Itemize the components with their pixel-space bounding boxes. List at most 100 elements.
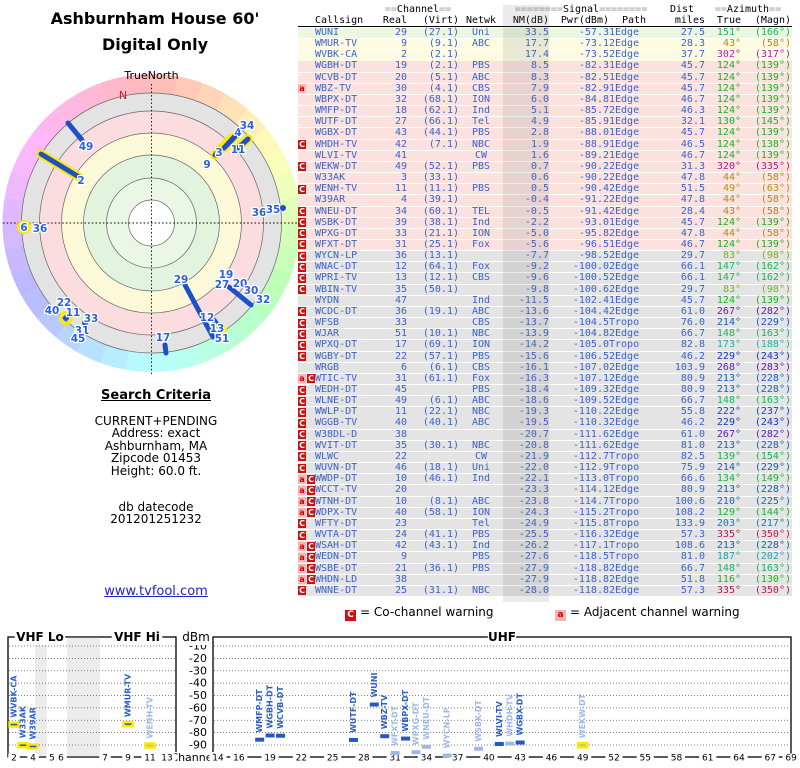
virtual-channel-cell: (36.1): [422, 562, 459, 574]
true-azimuth-cell: 335°: [716, 584, 741, 596]
station-signal-marker: [474, 746, 483, 751]
network-cell: Tel: [471, 116, 491, 128]
virtual-channel-cell: (52.1): [422, 160, 459, 172]
path-cell: Tropo: [609, 551, 640, 563]
power-cell: -114.1: [572, 484, 609, 496]
path-cell: 2Edge: [609, 305, 640, 317]
nm-cell: -9.8: [524, 283, 549, 295]
true-azimuth-cell: 151°: [716, 27, 741, 38]
table-row: C WFTY-DT 23 Tel -24.9 -115.8 Tropo 133.9 203° (2…: [298, 518, 792, 530]
tvfool-link[interactable]: www.tvfool.com: [104, 584, 208, 599]
search-line-height: Height: 60.0 ft.: [110, 463, 202, 478]
radar-marker-bar: [162, 342, 169, 356]
uhf-channel-tick: 46: [546, 754, 558, 764]
true-azimuth-cell: 267°: [716, 428, 741, 440]
callsign-cell: WWDP-DT: [315, 473, 358, 485]
real-channel-cell: 29: [394, 27, 407, 38]
miles-cell: 46.7: [680, 149, 705, 161]
network-cell: Ind: [471, 540, 491, 552]
network-cell: PBS: [471, 562, 491, 574]
warning-cell: C: [298, 430, 315, 440]
network-cell: TEL: [471, 205, 491, 217]
network-cell: PBS: [471, 350, 491, 362]
power-cell: -118.8: [572, 584, 609, 596]
miles-cell: 47.8: [680, 194, 705, 206]
power-cell: -82.3: [578, 60, 609, 72]
power-cell: -102.4: [572, 294, 609, 306]
nm-cell: -24.3: [518, 506, 549, 518]
magnetic-azimuth-cell: (98°): [760, 283, 791, 295]
table-row: a C WSBE-DT 21 (36.1) PBS -27.9 -118.8 2Edge 66.7…: [298, 562, 792, 574]
co-channel-legend: C = Co-channel warning: [345, 606, 494, 621]
azimuth-group-header: ==Azimuth==: [714, 4, 782, 15]
network-cell: PBS: [471, 384, 491, 395]
adjacent-channel-icon: a: [555, 610, 566, 621]
power-cell: -110.2: [572, 406, 609, 418]
warning-cell: C: [298, 519, 315, 529]
table-row: WVBK-CA 2 (2.1) 17.4 -73.5 2Edge 37.7 302° (317°…: [298, 49, 792, 61]
real-channel-cell: 46: [394, 462, 407, 474]
table-row: a C WWDP-DT 10 (46.1) Ind -22.1 -113.0 Tropo 66.6…: [298, 473, 792, 485]
vhf-channel-tick: 9: [125, 754, 131, 764]
uhf-channel-tick: 55: [639, 754, 650, 764]
real-channel-cell: 39: [394, 216, 407, 228]
magnetic-azimuth-cell: (188°): [754, 339, 791, 351]
station-signal-marker: [505, 741, 515, 746]
callsign-cell: W33AK: [315, 172, 346, 184]
real-channel-cell: 11: [394, 406, 407, 418]
callsign-cell: WVBK-CA: [315, 49, 358, 61]
radar-channel-label: 33: [84, 313, 99, 325]
virtual-channel-cell: [407, 519, 459, 529]
true-azimuth-cell: 213°: [716, 384, 741, 395]
power-cell: -96.5: [578, 238, 609, 250]
real-channel-cell: 32: [394, 93, 407, 105]
co-channel-warning-icon: C: [307, 497, 315, 507]
miles-cell: 46.5: [680, 138, 705, 150]
callsign-cell: WEDH-DT: [315, 384, 358, 395]
table-row: a C WDPX-TV 40 (58.1) ION -24.3 -115.2 Tropo 108.…: [298, 506, 792, 518]
table-row: W39AR 4 (39.1) -0.4 -91.2 2Edge 47.8 44° (58°): [298, 194, 792, 206]
dbm-tick-label: -90: [189, 739, 207, 752]
path-cell: 1Edge: [609, 238, 640, 250]
miles-cell: 66.1: [680, 272, 705, 284]
table-row: a C WTIC-TV 31 (61.1) Fox -16.3 -107.1 2Edge 80.9…: [298, 373, 792, 385]
nm-cell: -18.6: [518, 395, 549, 407]
true-azimuth-cell: 124°: [716, 93, 741, 105]
path-cell: 2Edge: [609, 250, 640, 262]
table-row: C WGBY-DT 22 (57.1) PBS -15.6 -106.5 2Edge 46.2 2…: [298, 350, 792, 362]
network-cell: [459, 430, 503, 440]
virtual-channel-cell: (18.1): [422, 462, 459, 474]
power-cell: -111.6: [572, 428, 609, 440]
adjacent-warning-icon: a: [298, 84, 306, 94]
station-label: WVBK-CA: [10, 675, 19, 718]
true-azimuth-cell: 44°: [722, 194, 741, 206]
station-label: WENH-TV: [146, 696, 155, 738]
callsign-cell: WNNE-DT: [315, 584, 358, 596]
vhf-channel-tick: 5: [49, 754, 55, 764]
magnetic-azimuth-cell: (139°): [754, 127, 791, 139]
co-channel-warning-icon: C: [298, 352, 306, 362]
real-channel-cell: 35: [394, 439, 407, 451]
adjacent-warning-icon: a: [298, 564, 306, 573]
table-row: WCVB-DT 20 (5.1) ABC 8.3 -82.5 1Edge 45.7 124° (1…: [298, 72, 792, 83]
nm-cell: -26.2: [518, 540, 549, 552]
radar-marker-dot: [82, 320, 88, 326]
path-cell: 2Edge: [609, 428, 640, 440]
channel-gap-band: [35, 637, 47, 757]
co-channel-warning-icon: C: [298, 463, 306, 473]
path-cell: 2Edge: [609, 573, 640, 585]
radar-channel-label: 36: [252, 207, 267, 219]
adjacent-warning-icon: a: [298, 374, 306, 384]
table-row: WGBX-DT 43 (44.1) PBS 2.8 -88.0 1Edge 45.7 124° (…: [298, 127, 792, 139]
true-azimuth-cell: 43°: [722, 38, 741, 50]
network-cell: PBS: [471, 529, 491, 541]
path-cell: 2Edge: [609, 227, 640, 239]
power-cell: -112.7: [572, 450, 609, 462]
warning-cell: [298, 195, 315, 205]
nm-cell: 17.4: [524, 49, 549, 61]
table-row: C WPRI-TV 13 (12.1) CBS -9.6 -100.5 2Edge 66.1 14…: [298, 272, 792, 284]
magnetic-azimuth-cell: (335°): [754, 160, 791, 172]
virtual-channel-cell: [407, 430, 459, 440]
network-cell: NBC: [471, 584, 491, 596]
real-channel-cell: 27: [394, 116, 407, 128]
